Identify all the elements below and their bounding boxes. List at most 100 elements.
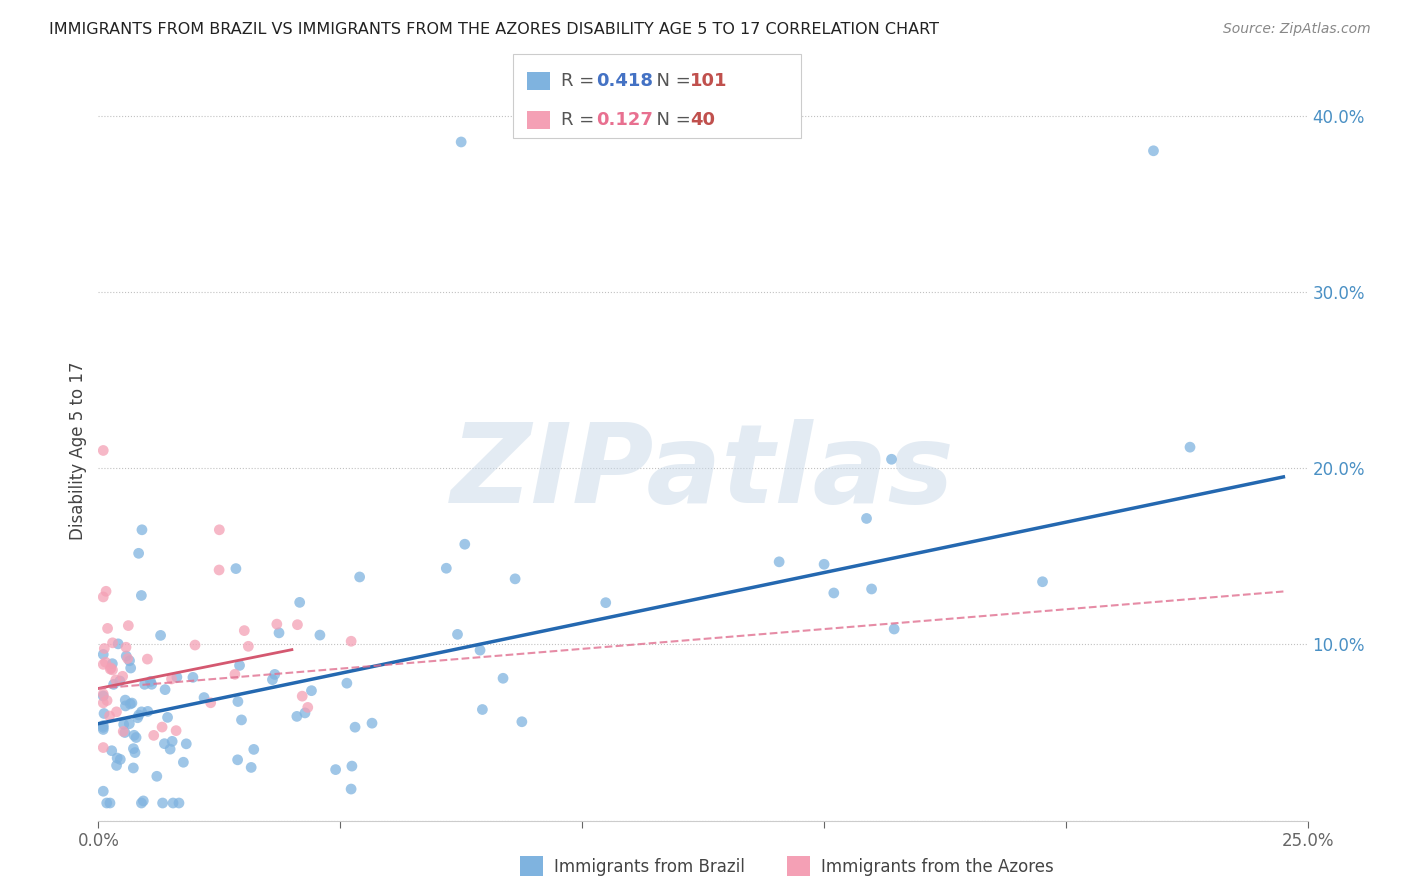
Point [120, 697, 142, 711]
Point [91, 689, 114, 703]
Point [110, 752, 132, 766]
Text: ZIPatlas: ZIPatlas [451, 419, 955, 526]
Point [98, 796, 121, 810]
Point [101, 657, 124, 671]
Point [93, 641, 115, 656]
Point [152, 796, 174, 810]
Point [91, 657, 114, 672]
Point [91, 696, 114, 710]
Point [340, 782, 363, 797]
Point [100, 744, 122, 758]
Point [98, 709, 121, 723]
Point [242, 742, 264, 756]
Point [492, 671, 515, 685]
Point [105, 705, 128, 719]
Point [263, 667, 285, 681]
Point [510, 714, 533, 729]
Text: N =: N = [645, 111, 697, 128]
Point [153, 682, 176, 697]
Point [297, 700, 319, 714]
Point [136, 705, 159, 719]
Point [97, 621, 120, 635]
Point [146, 769, 169, 783]
Point [434, 561, 457, 575]
Point [115, 649, 138, 664]
Point [131, 523, 153, 537]
Point [361, 716, 384, 731]
Point [101, 636, 124, 650]
Point [1178, 440, 1201, 454]
Text: 0.127: 0.127 [596, 111, 652, 128]
Point [228, 658, 250, 673]
Point [184, 638, 207, 652]
Point [883, 622, 905, 636]
Point [132, 794, 155, 808]
Point [349, 570, 371, 584]
Point [118, 716, 141, 731]
Point [240, 760, 263, 774]
Point [231, 713, 253, 727]
Point [291, 689, 314, 703]
Point [91, 723, 114, 737]
Point [172, 756, 194, 770]
Point [141, 677, 163, 691]
Text: 40: 40 [690, 111, 716, 128]
Point [134, 677, 156, 691]
Point [1031, 574, 1053, 589]
Point [855, 511, 877, 525]
Point [128, 546, 150, 560]
Point [128, 708, 150, 723]
Point [112, 717, 135, 731]
Point [224, 667, 246, 681]
Point [136, 652, 159, 666]
Point [115, 640, 138, 655]
Point [120, 661, 142, 675]
Point [94, 655, 117, 669]
Point [124, 746, 146, 760]
Point [325, 763, 347, 777]
Point [107, 637, 129, 651]
Point [122, 761, 145, 775]
Point [165, 723, 187, 738]
Point [285, 709, 308, 723]
Point [156, 710, 179, 724]
Point [208, 523, 231, 537]
Text: IMMIGRANTS FROM BRAZIL VS IMMIGRANTS FROM THE AZORES DISABILITY AGE 5 TO 17 CORR: IMMIGRANTS FROM BRAZIL VS IMMIGRANTS FRO… [49, 22, 939, 37]
Point [160, 734, 183, 748]
Point [117, 651, 139, 665]
Point [131, 705, 153, 719]
Point [225, 561, 247, 575]
Point [503, 572, 526, 586]
Point [91, 443, 114, 458]
Point [94, 584, 117, 599]
Point [91, 687, 114, 701]
Point [340, 759, 363, 773]
Point [1142, 144, 1164, 158]
Text: R =: R = [561, 71, 600, 89]
Point [340, 634, 363, 648]
Point [91, 784, 114, 798]
Text: 0.418: 0.418 [596, 71, 654, 89]
Point [108, 673, 131, 688]
Point [446, 627, 468, 641]
Point [471, 702, 494, 716]
Point [96, 693, 118, 707]
Point [131, 796, 153, 810]
Point [167, 796, 190, 810]
Point [160, 672, 183, 686]
Text: Immigrants from the Azores: Immigrants from the Azores [821, 858, 1054, 876]
Point [181, 670, 204, 684]
Point [174, 737, 197, 751]
Point [105, 758, 128, 772]
Point [98, 662, 121, 676]
Point [226, 753, 249, 767]
Point [149, 628, 172, 642]
Point [267, 625, 290, 640]
Point [301, 683, 323, 698]
Point [117, 618, 139, 632]
Point [91, 718, 114, 732]
Point [125, 731, 148, 745]
Point [233, 624, 256, 638]
Point [114, 725, 136, 739]
Point [122, 728, 145, 742]
